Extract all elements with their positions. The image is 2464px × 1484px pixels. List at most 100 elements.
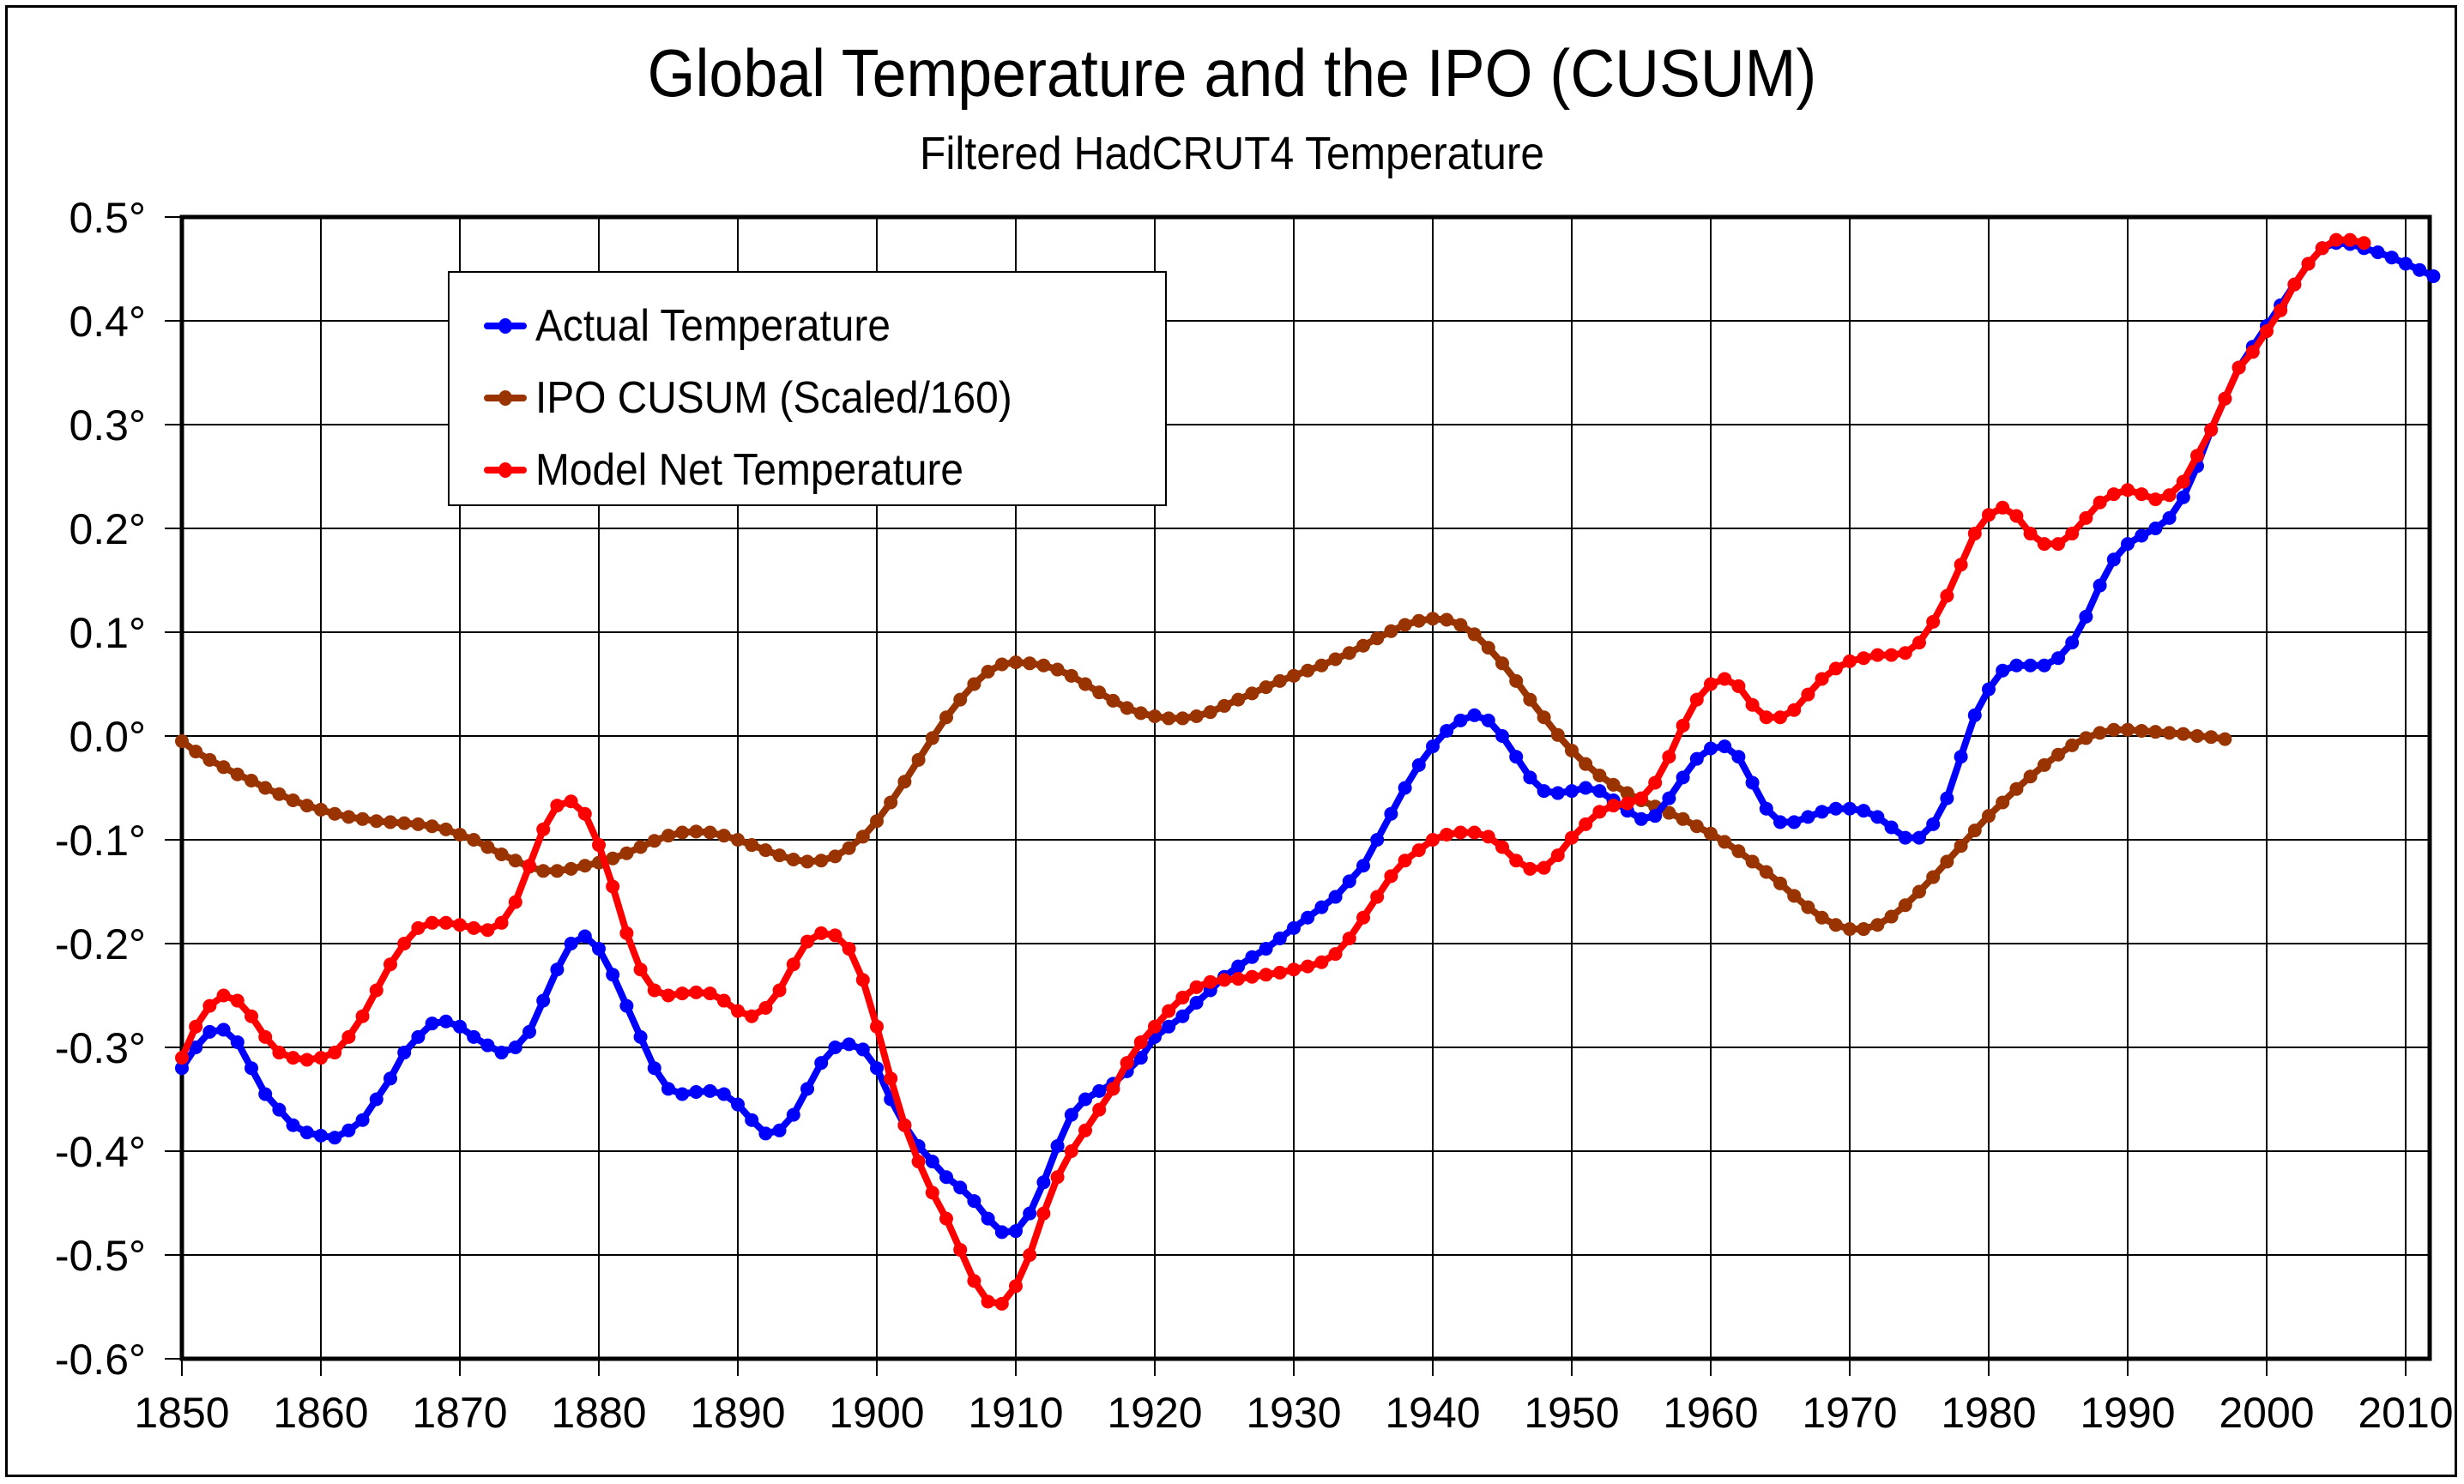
data-point [1370,833,1385,847]
data-point [550,864,565,878]
data-point [870,1019,884,1034]
data-point [1467,825,1482,840]
y-tick-label: 0.5° [69,194,146,242]
data-point [1745,854,1760,869]
data-point [2093,726,2107,740]
data-point [383,957,397,972]
data-point [425,1016,439,1031]
data-point [328,1131,342,1145]
data-point [1301,910,1315,925]
data-point [341,810,356,824]
data-point [1272,931,1287,945]
data-point [1440,612,1454,627]
x-tick-label: 1850 [134,1389,229,1437]
data-point [1537,860,1551,875]
x-tick-label: 1990 [2080,1389,2175,1437]
data-point [1467,627,1482,642]
data-point [2218,391,2232,406]
data-point [522,1024,536,1039]
data-point [1857,922,1871,937]
data-point [1245,969,1259,984]
data-point [286,793,300,808]
data-point [2106,552,2121,567]
x-tick-label: 1900 [829,1389,924,1437]
data-point [522,859,536,873]
data-point [855,1042,870,1057]
data-point [716,1087,731,1101]
data-point [731,1004,745,1018]
data-point [1662,750,1676,764]
data-point [536,822,551,836]
data-point [216,1023,231,1037]
data-point [258,1029,273,1044]
data-point [397,816,412,830]
data-point [2009,658,2024,673]
data-point [1050,1170,1065,1185]
data-point [1162,711,1176,726]
data-point [1036,658,1051,673]
data-point [1398,618,1412,632]
data-point [661,988,675,1003]
data-point [814,854,829,868]
data-point [1550,727,1565,742]
data-point [1301,959,1315,974]
data-point [2162,488,2177,503]
data-point [1815,672,1829,686]
data-point [1801,810,1815,824]
data-point [1773,710,1787,725]
data-point [1023,1206,1037,1221]
legend-marker-icon [484,390,527,406]
data-point [1272,965,1287,980]
data-point [633,962,648,977]
data-point [1314,900,1329,914]
data-point [1509,673,1524,688]
data-point [661,829,675,843]
data-point [480,840,495,854]
data-point [508,895,522,909]
data-point [1884,820,1899,835]
data-point [411,920,426,935]
data-point [1495,656,1509,671]
data-point [1801,687,1815,702]
data-point [1689,819,1704,834]
data-point [1676,718,1690,733]
data-point [328,806,342,821]
data-point [1592,768,1607,782]
data-point [480,1038,495,1053]
data-point [1912,830,1926,845]
data-point [994,1225,1009,1240]
data-point [2051,537,2065,552]
x-tick-label: 1980 [1941,1389,2036,1437]
x-tick-label: 1860 [273,1389,368,1437]
data-point [1689,692,1704,707]
data-point [1912,636,1926,650]
data-point [619,926,634,940]
data-point [1495,840,1509,854]
data-point [1370,631,1385,646]
data-point [1884,648,1899,662]
data-point [731,1097,745,1112]
data-point [703,986,717,1001]
data-point [2190,449,2204,463]
data-point [467,833,481,847]
data-point [1023,656,1037,671]
data-point [467,920,481,935]
data-point [2148,492,2163,507]
axes: 0.5° 0.4° 0.3° 0.2° 0.1° 0.0° -0.1° -0.2° -0.3° -… [55,194,2454,1437]
series-line [179,615,2225,933]
data-point [1843,922,1857,937]
data-point [369,814,383,829]
data-point [1453,713,1468,727]
data-point [1162,1019,1176,1034]
data-point [245,1061,258,1076]
data-point [341,1123,356,1137]
data-point [1272,673,1287,688]
data-point [1704,826,1718,841]
data-point [2121,537,2135,552]
data-point [355,1009,370,1023]
data-point [661,1082,675,1096]
data-point [2190,729,2204,743]
data-point [772,983,787,998]
data-point [1481,713,1495,727]
data-point [2023,658,2038,673]
